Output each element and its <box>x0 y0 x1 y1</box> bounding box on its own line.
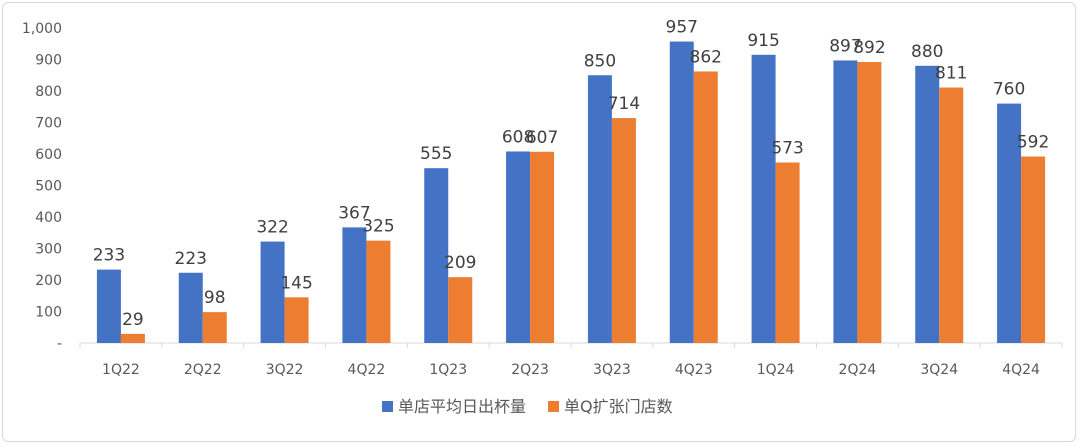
data-label: 223 <box>175 249 207 269</box>
bar-quarterly-new-stores <box>857 62 882 344</box>
data-label: 714 <box>608 94 640 114</box>
bar-avg-daily-cups <box>424 168 449 343</box>
x-tick-label: 2Q23 <box>511 362 549 378</box>
bar-quarterly-new-stores <box>939 87 964 343</box>
bar-quarterly-new-stores <box>284 297 309 343</box>
bar-avg-daily-cups <box>833 60 858 343</box>
x-tick-label: 3Q23 <box>593 362 631 378</box>
data-label: 880 <box>911 42 943 62</box>
y-tick-label: 1,000 <box>22 21 62 37</box>
data-label: 607 <box>526 128 558 148</box>
y-tick-label: 300 <box>35 242 62 258</box>
data-label: 915 <box>747 31 779 51</box>
data-label: 760 <box>993 80 1025 100</box>
bar-avg-daily-cups <box>587 75 612 343</box>
data-label: 325 <box>362 217 394 237</box>
x-tick-label: 1Q23 <box>429 362 467 378</box>
legend-swatch <box>548 401 559 412</box>
bar-avg-daily-cups <box>751 54 776 344</box>
data-label: 892 <box>853 38 885 58</box>
bar-avg-daily-cups <box>669 41 694 344</box>
bar-quarterly-new-stores <box>693 71 718 343</box>
data-label: 145 <box>280 273 312 293</box>
y-tick-label: 200 <box>35 273 62 289</box>
data-label: 897 <box>829 36 861 56</box>
axis-layer: - 100 200 300 400 500 600 700 800 900 1,000 1Q22 2Q2… <box>22 21 1063 378</box>
data-label: 850 <box>584 51 616 71</box>
x-tick-label: 1Q22 <box>102 362 140 378</box>
data-label: 592 <box>1017 133 1049 153</box>
y-tick-label: 500 <box>35 179 62 195</box>
y-tick-label: 800 <box>35 84 62 100</box>
legend: 单店平均日出杯量 单Q扩张门店数 <box>382 397 673 416</box>
legend-label: 单Q扩张门店数 <box>564 397 673 416</box>
y-tick-label: 900 <box>35 53 62 69</box>
bar-quarterly-new-stores <box>611 118 636 343</box>
data-label: 209 <box>444 253 476 273</box>
bar-quarterly-new-stores <box>448 277 473 343</box>
y-tick-label: 100 <box>35 305 62 321</box>
data-label: 862 <box>690 47 722 67</box>
legend-label: 单店平均日出杯量 <box>398 397 526 416</box>
x-tick-label: 2Q22 <box>184 362 222 378</box>
data-label: 608 <box>502 127 534 147</box>
x-tick-label: 3Q24 <box>920 362 958 378</box>
data-label: 233 <box>93 246 125 266</box>
data-label: 98 <box>204 288 226 308</box>
data-label: 322 <box>256 218 288 238</box>
legend-swatch <box>382 401 393 412</box>
bar-avg-daily-cups <box>342 227 367 343</box>
bar-quarterly-new-stores <box>202 312 227 343</box>
bars-layer <box>96 41 1046 344</box>
bar-quarterly-new-stores <box>366 240 391 343</box>
bar-avg-daily-cups <box>96 269 121 343</box>
data-label: 573 <box>771 139 803 159</box>
data-label: 555 <box>420 144 452 164</box>
data-label: 957 <box>666 18 698 38</box>
bar-quarterly-new-stores <box>1021 156 1046 343</box>
bar-quarterly-new-stores <box>530 151 555 343</box>
x-tick-label: 4Q22 <box>348 362 386 378</box>
data-label: 367 <box>338 203 370 223</box>
data-label: 29 <box>122 310 144 330</box>
bar-avg-daily-cups <box>260 241 285 343</box>
data-label: 811 <box>935 64 967 84</box>
bar-avg-daily-cups <box>178 272 203 343</box>
bar-quarterly-new-stores <box>775 162 800 343</box>
bar-avg-daily-cups <box>506 151 531 343</box>
bar-quarterly-new-stores <box>120 333 145 343</box>
y-tick-label: - <box>57 336 62 352</box>
x-tick-label: 4Q24 <box>1002 362 1040 378</box>
y-tick-label: 400 <box>35 210 62 226</box>
x-tick-label: 3Q22 <box>266 362 304 378</box>
bar-avg-daily-cups <box>997 103 1022 343</box>
x-tick-label: 4Q23 <box>675 362 713 378</box>
y-tick-label: 600 <box>35 147 62 163</box>
x-tick-label: 1Q24 <box>757 362 795 378</box>
y-tick-label: 700 <box>35 116 62 132</box>
bar-avg-daily-cups <box>915 65 940 344</box>
x-tick-label: 2Q24 <box>839 362 877 378</box>
